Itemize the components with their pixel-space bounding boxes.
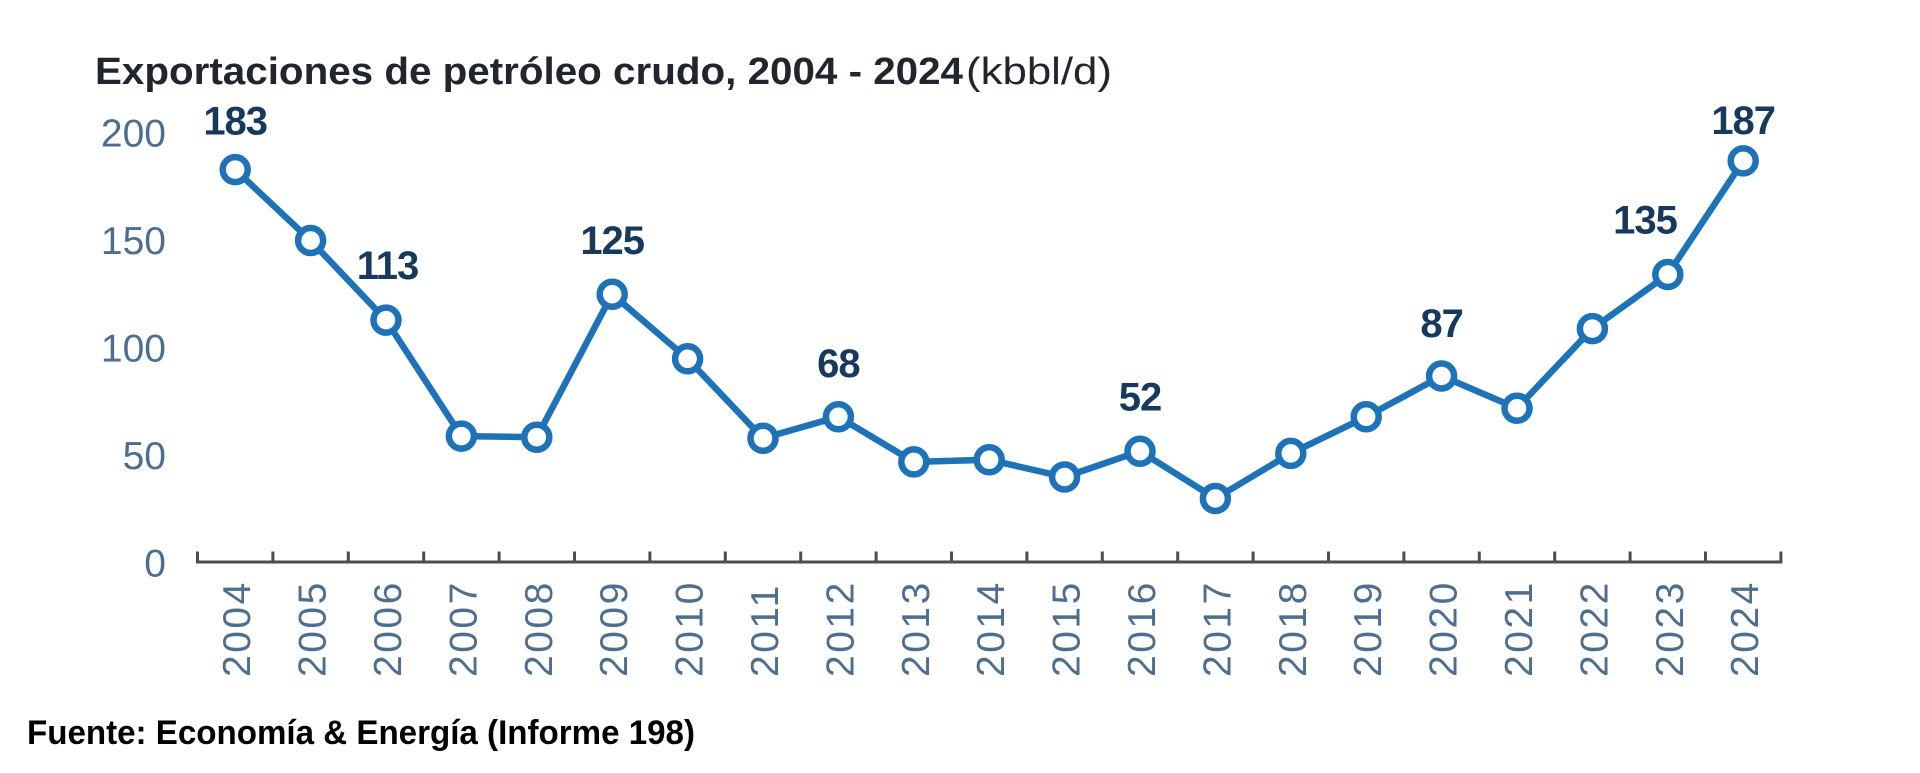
svg-text:2023: 2023 bbox=[1649, 580, 1692, 677]
svg-text:(kbbl/d): (kbbl/d) bbox=[966, 51, 1112, 93]
svg-text:2015: 2015 bbox=[1046, 580, 1089, 677]
svg-text:2022: 2022 bbox=[1573, 580, 1616, 677]
svg-text:2024: 2024 bbox=[1724, 580, 1767, 677]
svg-text:68: 68 bbox=[817, 342, 860, 386]
svg-text:2020: 2020 bbox=[1423, 580, 1466, 677]
svg-text:0: 0 bbox=[144, 543, 166, 586]
svg-text:2011: 2011 bbox=[744, 583, 787, 677]
svg-text:Fuente: Economía & Energía (In: Fuente: Economía & Energía (Informe 198) bbox=[27, 714, 695, 752]
svg-text:2017: 2017 bbox=[1196, 580, 1239, 677]
svg-text:52: 52 bbox=[1119, 376, 1162, 420]
svg-text:2012: 2012 bbox=[819, 580, 862, 677]
svg-text:2013: 2013 bbox=[895, 580, 938, 677]
svg-text:50: 50 bbox=[123, 435, 166, 478]
svg-text:2005: 2005 bbox=[292, 580, 335, 677]
svg-text:113: 113 bbox=[357, 244, 419, 288]
svg-text:125: 125 bbox=[580, 219, 644, 263]
svg-text:2016: 2016 bbox=[1121, 580, 1164, 677]
svg-text:135: 135 bbox=[1613, 199, 1677, 243]
svg-text:2009: 2009 bbox=[593, 580, 636, 677]
svg-text:200: 200 bbox=[101, 113, 166, 156]
svg-text:2021: 2021 bbox=[1498, 580, 1541, 677]
svg-text:2007: 2007 bbox=[442, 580, 485, 677]
svg-text:2010: 2010 bbox=[669, 580, 712, 677]
svg-text:Exportaciones de petróleo crud: Exportaciones de petróleo crudo, 2004 - … bbox=[95, 51, 963, 93]
svg-text:2014: 2014 bbox=[970, 580, 1013, 677]
svg-text:150: 150 bbox=[101, 220, 166, 263]
svg-text:2008: 2008 bbox=[518, 580, 561, 677]
svg-text:100: 100 bbox=[101, 328, 166, 371]
svg-text:87: 87 bbox=[1420, 302, 1463, 346]
svg-text:2004: 2004 bbox=[216, 580, 259, 677]
svg-text:2018: 2018 bbox=[1272, 580, 1315, 677]
svg-text:2006: 2006 bbox=[367, 580, 410, 677]
svg-text:2019: 2019 bbox=[1347, 580, 1390, 677]
svg-text:183: 183 bbox=[203, 100, 267, 144]
svg-text:187: 187 bbox=[1711, 99, 1775, 143]
